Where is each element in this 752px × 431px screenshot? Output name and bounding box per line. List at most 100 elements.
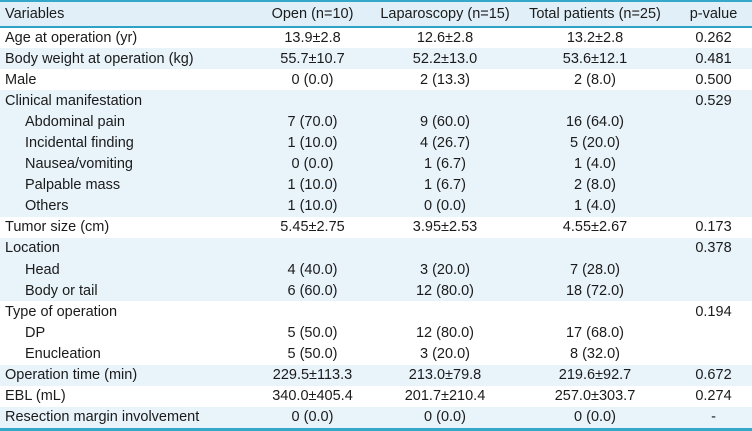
total-patients-value: 4.55±2.67 (515, 216, 675, 238)
p-value: 0.672 (675, 364, 752, 386)
p-value: 0.500 (675, 69, 752, 91)
table-header: Variables Open (n=10) Laparoscopy (n=15)… (0, 2, 752, 28)
variable-label: Location (0, 237, 250, 260)
variable-label: Others (0, 195, 250, 217)
total-patients-value: 2 (8.0) (515, 174, 675, 196)
total-patients-value: 8 (32.0) (515, 343, 675, 365)
table-row: Location 0.378 (0, 237, 752, 260)
column-header-variables: Variables (0, 2, 250, 28)
open-group-value (250, 301, 375, 323)
open-group-value (250, 90, 375, 112)
open-group-value: 7 (70.0) (250, 111, 375, 133)
variable-label: Tumor size (cm) (0, 216, 250, 238)
open-group-value: 4 (40.0) (250, 259, 375, 281)
p-value: 0.173 (675, 216, 752, 238)
variable-label: Palpable mass (0, 174, 250, 196)
table-row: Age at operation (yr) 13.9±2.8 12.6±2.8 … (0, 27, 752, 49)
laparoscopy-group-value: 0 (0.0) (375, 195, 515, 217)
laparoscopy-group-value: 2 (13.3) (375, 69, 515, 91)
table-row: Head 4 (40.0) 3 (20.0) 7 (28.0) (0, 259, 752, 281)
total-patients-value: 2 (8.0) (515, 69, 675, 91)
variable-label: Clinical manifestation (0, 90, 250, 112)
variable-label: Age at operation (yr) (0, 27, 250, 49)
variable-label: Type of operation (0, 301, 250, 323)
p-value (675, 153, 752, 175)
total-patients-value: 53.6±12.1 (515, 48, 675, 70)
total-patients-value: 16 (64.0) (515, 111, 675, 133)
p-value (675, 322, 752, 344)
table-row: Others 1 (10.0) 0 (0.0) 1 (4.0) (0, 195, 752, 217)
open-group-value: 229.5±113.3 (250, 364, 375, 386)
open-group-value: 6 (60.0) (250, 280, 375, 302)
table-row: Tumor size (cm) 5.45±2.75 3.95±2.53 4.55… (0, 216, 752, 238)
laparoscopy-group-value: 12 (80.0) (375, 322, 515, 344)
variable-label: Incidental finding (0, 132, 250, 154)
variable-label: Body weight at operation (kg) (0, 48, 250, 70)
p-value: 0.262 (675, 27, 752, 49)
table-row: Male 0 (0.0) 2 (13.3) 2 (8.0) 0.500 (0, 69, 752, 91)
open-group-value: 1 (10.0) (250, 174, 375, 196)
open-group-value: 1 (10.0) (250, 132, 375, 154)
table-body: Age at operation (yr) 13.9±2.8 12.6±2.8 … (0, 27, 752, 428)
p-value: - (675, 406, 752, 428)
open-group-value: 340.0±405.4 (250, 385, 375, 407)
variable-label: Male (0, 69, 250, 91)
total-patients-value: 257.0±303.7 (515, 385, 675, 407)
header-row: Variables Open (n=10) Laparoscopy (n=15)… (0, 2, 752, 28)
total-patients-value: 18 (72.0) (515, 280, 675, 302)
open-group-value: 13.9±2.8 (250, 27, 375, 49)
laparoscopy-group-value: 12 (80.0) (375, 280, 515, 302)
p-value (675, 195, 752, 217)
open-group-value: 0 (0.0) (250, 69, 375, 91)
laparoscopy-group-value: 0 (0.0) (375, 406, 515, 428)
variable-label: Operation time (min) (0, 364, 250, 386)
open-group-value: 0 (0.0) (250, 406, 375, 428)
p-value: 0.481 (675, 48, 752, 70)
variable-label: Resection margin involvement (0, 406, 250, 428)
table-row: Resection margin involvement 0 (0.0) 0 (… (0, 406, 752, 428)
table-row: Body or tail 6 (60.0) 12 (80.0) 18 (72.0… (0, 280, 752, 302)
table-row: Body weight at operation (kg) 55.7±10.7 … (0, 48, 752, 70)
variable-label: Body or tail (0, 280, 250, 302)
laparoscopy-group-value: 1 (6.7) (375, 174, 515, 196)
laparoscopy-group-value: 1 (6.7) (375, 153, 515, 175)
laparoscopy-group-value: 201.7±210.4 (375, 385, 515, 407)
table-row: Type of operation 0.194 (0, 301, 752, 323)
total-patients-value: 5 (20.0) (515, 132, 675, 154)
table-row: Operation time (min) 229.5±113.3 213.0±7… (0, 364, 752, 386)
open-group-value: 55.7±10.7 (250, 48, 375, 70)
total-patients-value: 0 (0.0) (515, 406, 675, 428)
p-value: 0.274 (675, 385, 752, 407)
laparoscopy-group-value (375, 301, 515, 323)
laparoscopy-group-value (375, 237, 515, 260)
column-header-laparoscopy: Laparoscopy (n=15) (375, 2, 515, 28)
total-patients-value (515, 301, 675, 323)
p-value (675, 280, 752, 302)
table-row: Incidental finding 1 (10.0) 4 (26.7) 5 (… (0, 132, 752, 154)
p-value (675, 174, 752, 196)
total-patients-value: 1 (4.0) (515, 153, 675, 175)
open-group-value: 0 (0.0) (250, 153, 375, 175)
open-group-value (250, 237, 375, 260)
laparoscopy-group-value: 52.2±13.0 (375, 48, 515, 70)
laparoscopy-group-value: 3.95±2.53 (375, 216, 515, 238)
laparoscopy-group-value: 12.6±2.8 (375, 27, 515, 49)
table-row: Palpable mass 1 (10.0) 1 (6.7) 2 (8.0) (0, 174, 752, 196)
column-header-total-patients: Total patients (n=25) (515, 2, 675, 28)
p-value: 0.529 (675, 90, 752, 112)
column-header-open: Open (n=10) (250, 2, 375, 28)
total-patients-value (515, 90, 675, 112)
laparoscopy-group-value: 3 (20.0) (375, 343, 515, 365)
variable-label: DP (0, 322, 250, 344)
p-value (675, 132, 752, 154)
laparoscopy-group-value: 213.0±79.8 (375, 364, 515, 386)
column-header-p-value: p-value (675, 2, 752, 28)
table-row: Enucleation 5 (50.0) 3 (20.0) 8 (32.0) (0, 343, 752, 365)
table-row: Abdominal pain 7 (70.0) 9 (60.0) 16 (64.… (0, 111, 752, 133)
table-row: Clinical manifestation 0.529 (0, 90, 752, 112)
p-value: 0.194 (675, 301, 752, 323)
table-row: DP 5 (50.0) 12 (80.0) 17 (68.0) (0, 322, 752, 344)
p-value: 0.378 (675, 237, 752, 260)
